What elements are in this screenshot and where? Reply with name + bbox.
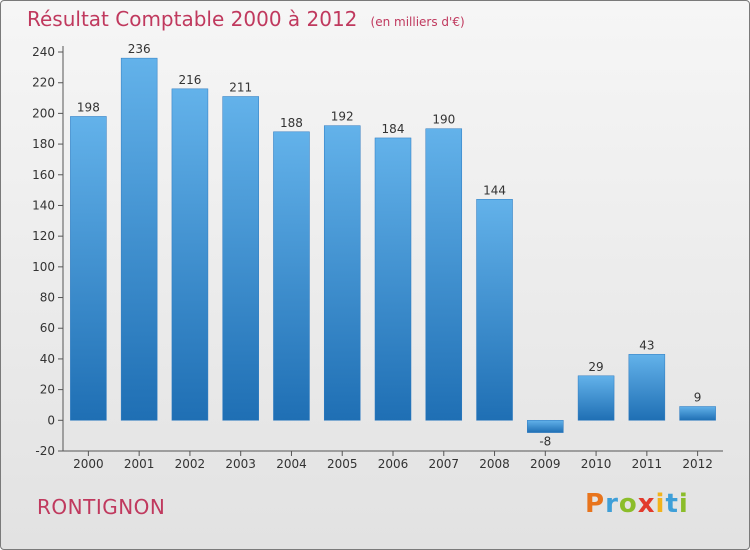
data-label: 211 [229,81,252,95]
x-tick-label: 2005 [327,457,358,471]
commune-name: RONTIGNON [37,495,166,519]
chart-title: Résultat Comptable 2000 à 2012 [27,7,358,31]
y-tick-label: 180 [32,137,55,151]
y-tick-label: 160 [32,168,55,182]
bar [374,137,412,421]
bar [476,199,513,421]
bar [425,128,463,421]
bar [527,420,564,433]
brand-letter: x [637,489,656,519]
y-tick-label: 0 [47,413,55,427]
y-tick-label: 20 [40,383,55,397]
brand-letter: i [678,489,689,519]
bar [70,116,107,421]
y-tick-label: 40 [40,352,55,366]
y-tick-label: 240 [32,45,55,59]
bar [577,375,615,421]
chart-subtitle: (en milliers d'€) [370,15,465,29]
x-tick-label: 2004 [276,457,307,471]
brand-letter: P [585,489,606,519]
data-label: 236 [128,42,151,56]
bar [628,354,666,421]
x-tick-label: 2011 [632,457,663,471]
bar [273,131,310,421]
y-tick-label: 80 [40,291,55,305]
x-tick-label: 2003 [225,457,256,471]
y-tick-label: 100 [32,260,55,274]
data-label: 188 [280,116,303,130]
data-label: 144 [483,183,506,197]
y-tick-label: -20 [35,444,55,458]
x-tick-label: 2009 [530,457,561,471]
x-tick-label: 2000 [73,457,104,471]
bar [323,125,361,421]
x-tick-label: 2010 [581,457,612,471]
bar [222,96,259,421]
y-tick-label: 140 [32,198,55,212]
brand-letter: t [665,489,679,519]
data-label: -8 [539,435,551,449]
bar [171,88,209,421]
x-tick-label: 2008 [479,457,510,471]
chart-title-row: Résultat Comptable 2000 à 2012 (en milli… [27,7,465,31]
data-label: 216 [178,73,201,87]
x-tick-label: 2001 [124,457,155,471]
x-tick-label: 2007 [428,457,459,471]
data-label: 184 [382,122,405,136]
brand-letter: i [655,489,666,519]
brand-letter: o [618,489,638,519]
x-tick-label: 2012 [682,457,713,471]
data-label: 192 [331,110,354,124]
y-tick-label: 120 [32,229,55,243]
data-label: 9 [694,390,702,404]
y-tick-label: 60 [40,321,55,335]
data-label: 29 [588,360,603,374]
bar [120,57,158,421]
y-tick-label: 200 [32,106,55,120]
x-tick-label: 2002 [175,457,206,471]
data-label: 198 [77,100,100,114]
x-tick-label: 2006 [378,457,409,471]
data-label: 190 [432,113,455,127]
brand-letter: r [605,489,619,519]
data-label: 43 [639,338,654,352]
y-tick-label: 220 [32,76,55,90]
bar [679,406,716,421]
brand-logo: Proxiti [585,489,689,519]
